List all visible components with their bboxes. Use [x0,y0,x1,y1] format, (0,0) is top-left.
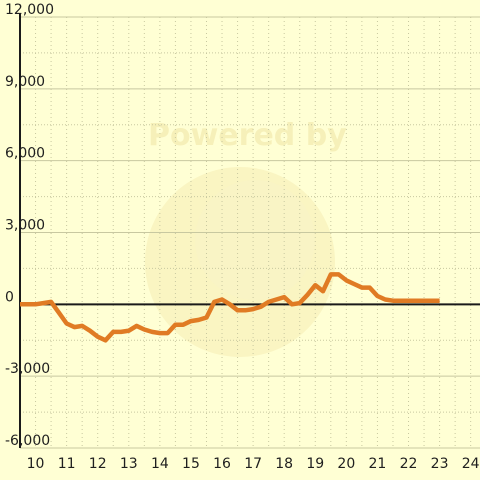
x-tick-label: 20 [337,456,355,472]
x-tick-label: 16 [213,456,231,472]
series-group [20,272,440,343]
y-tick-label: 3,000 [5,218,45,234]
y-tick-label: 6,000 [5,146,45,162]
watermark: Powered by [145,118,347,357]
y-tick-label: -3,000 [5,361,50,377]
x-tick-label: 13 [120,456,138,472]
x-tick-label: 17 [244,456,262,472]
x-tick-label: 22 [400,456,418,472]
x-tick-label: 11 [58,456,76,472]
x-tick-label: 21 [369,456,387,472]
x-tick-label: 18 [275,456,293,472]
y-tick-label: 9,000 [5,74,45,90]
x-tick-label: 24 [462,456,480,472]
grid [20,16,480,449]
x-tick-label: 19 [306,456,324,472]
axes [19,14,480,448]
tick-labels: -6,000 -3,000 0 3,000 6,000 9,000 12,000 10 11 12… [5,2,480,472]
watermark-globe-highlight [195,180,315,300]
y-tick-label: 0 [5,289,14,305]
x-tick-label: 15 [182,456,200,472]
x-tick-label: 23 [431,456,449,472]
x-tick-label: 14 [151,456,169,472]
y-tick-label: 12,000 [5,2,54,18]
x-tick-label: 10 [27,456,45,472]
watermark-text: Powered by [148,118,347,153]
series-line [20,272,440,343]
x-tick-label: 12 [89,456,107,472]
y-tick-label: -6,000 [5,433,50,449]
